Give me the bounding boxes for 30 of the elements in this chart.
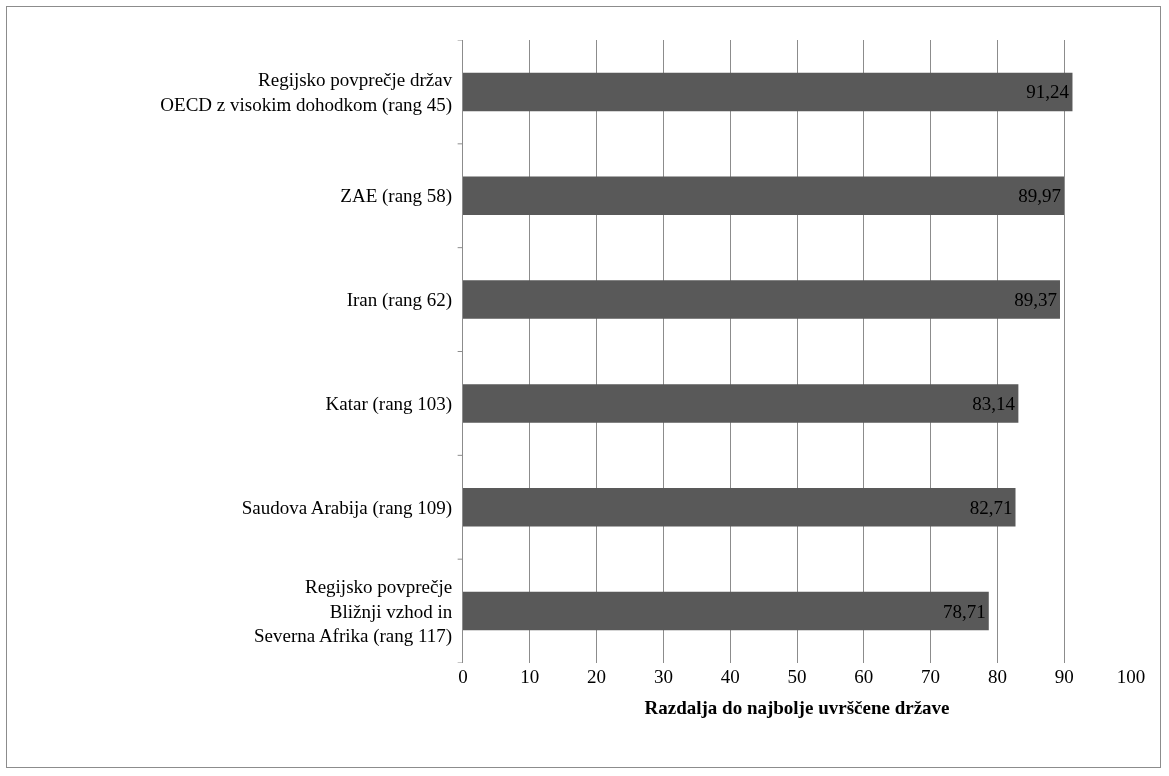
x-tick-label: 80	[987, 666, 1007, 687]
x-tick-label: 30	[653, 666, 673, 687]
x-tick-label: 0	[458, 666, 468, 687]
data-label: 78,71	[943, 600, 986, 622]
data-label: 83,14	[972, 392, 1016, 414]
x-tick-label: 100	[1116, 666, 1146, 687]
y-tick-label: Regijsko povprečje Bližnji vzhod in Severna Afrika (rang 117)	[254, 576, 453, 648]
data-label: 91,24	[1026, 81, 1070, 103]
bar	[463, 72, 1073, 112]
x-axis-title: Razdalja do najbolje uvrščene države	[644, 696, 950, 718]
x-tick-label: 70	[921, 666, 941, 687]
bar	[463, 176, 1064, 215]
data-label: 89,37	[1014, 289, 1057, 311]
bar	[463, 488, 1016, 527]
x-tick-label: 10	[520, 666, 540, 687]
x-tick-label: 50	[787, 666, 807, 687]
bar	[463, 591, 989, 631]
y-tick-label: Iran (rang 62)	[346, 289, 453, 312]
bar	[463, 280, 1060, 319]
y-tick-label: Saudova Arabija (rang 109)	[241, 496, 453, 519]
data-label: 89,97	[1018, 185, 1061, 207]
x-tick-label: 60	[854, 666, 874, 687]
data-label: 82,71	[969, 496, 1013, 518]
x-tick-label: 90	[1054, 666, 1074, 687]
y-tick-label: Katar (rang 103)	[325, 393, 453, 416]
x-tick-label: 40	[720, 666, 740, 687]
y-tick-label: ZAE (rang 58)	[340, 185, 453, 208]
x-tick-label: 20	[587, 666, 607, 687]
bar	[463, 384, 1019, 423]
y-tick-label: Regijsko povprečje držav OECD z visokim dohodkom (rang 45)	[160, 69, 453, 116]
